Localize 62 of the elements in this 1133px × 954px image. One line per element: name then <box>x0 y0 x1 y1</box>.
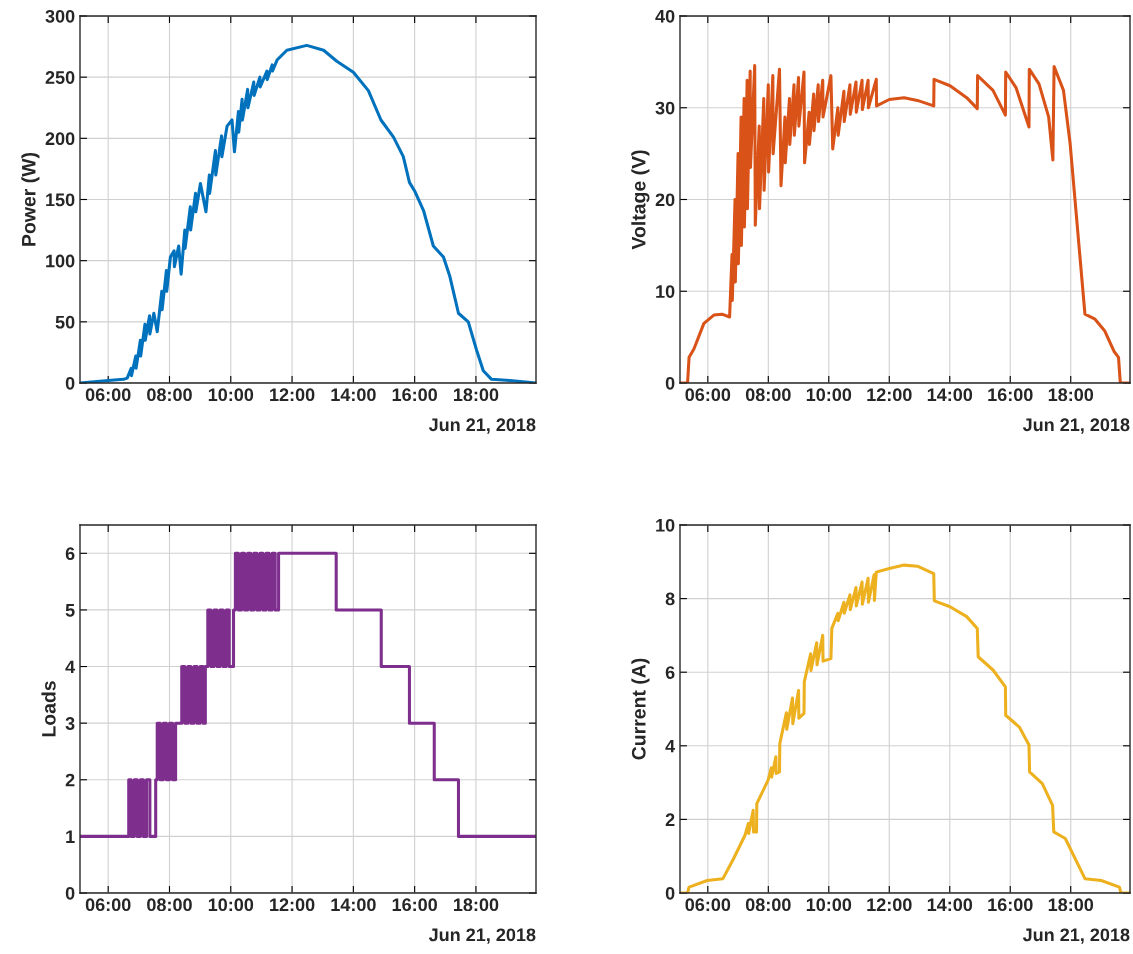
y-tick-label: 10 <box>656 518 675 532</box>
y-tick-label: 40 <box>655 9 675 23</box>
text: Jun 21, 2018 <box>428 928 536 944</box>
y-axis-title: Loads <box>41 681 56 737</box>
y-tick-label: 20 <box>655 193 675 207</box>
x-tick-label: 16:00 <box>988 898 1033 912</box>
text: Jun 21, 2018 <box>428 418 536 434</box>
x-tick-label: 18:00 <box>453 898 499 912</box>
y-axis-title: Power (W) <box>21 152 40 246</box>
x-tick-label: 10:00 <box>806 898 852 912</box>
x-tick-label: 12:00 <box>270 898 315 912</box>
text: Jun 21, 2018 <box>1022 418 1130 434</box>
y-tick-label: 200 <box>45 132 75 146</box>
x-tick-label: 16:00 <box>392 388 437 402</box>
x-tick-label: 06:00 <box>685 388 731 402</box>
x-tick-label: 08:00 <box>745 388 791 402</box>
x-tick-label: 18:00 <box>453 388 499 402</box>
x-tick-label: 10:00 <box>806 388 852 402</box>
y-tick-label: 3 <box>65 717 75 730</box>
x-tick-label: 06:00 <box>85 898 131 912</box>
y-tick-label: 50 <box>55 315 75 329</box>
x-tick-label: 06:00 <box>685 898 731 912</box>
x-tick-label: 10:00 <box>208 898 254 912</box>
x-tick-label: 16:00 <box>392 898 437 912</box>
y-tick-label: 8 <box>665 592 675 606</box>
x-tick-label: 10:00 <box>208 388 254 402</box>
y-tick-label: 250 <box>45 71 75 84</box>
y-axis-title: Current (A) <box>631 658 650 760</box>
text: Jun 21, 2018 <box>1022 928 1130 944</box>
x-tick-label: 14:00 <box>927 388 973 402</box>
x-tick-label: 12:00 <box>270 388 315 402</box>
x-tick-label: 06:00 <box>85 388 131 402</box>
x-tick-label: 08:00 <box>147 388 192 402</box>
x-tick-label: 14:00 <box>927 898 973 912</box>
y-tick-label: 100 <box>46 254 75 268</box>
y-tick-label: 0 <box>665 376 675 390</box>
x-tick-label: 12:00 <box>867 898 912 912</box>
x-tick-label: 14:00 <box>331 388 376 402</box>
line-series <box>80 551 536 838</box>
x-tick-label: 18:00 <box>1048 388 1094 402</box>
y-tick-label: 5 <box>65 604 75 617</box>
x-tick-label: 08:00 <box>147 898 192 912</box>
y-tick-label: 30 <box>655 101 675 115</box>
y-tick-label: 300 <box>45 9 75 23</box>
x-tick-label: 12:00 <box>867 388 912 402</box>
y-tick-label: 150 <box>46 193 75 207</box>
x-tick-label: 08:00 <box>745 898 791 912</box>
x-tick-label: 16:00 <box>988 388 1033 402</box>
y-tick-label: 0 <box>65 886 75 900</box>
y-tick-label: 4 <box>665 739 676 753</box>
y-axis-title: Voltage (V) <box>631 150 650 250</box>
y-tick-label: 1 <box>66 830 75 843</box>
y-tick-label: 6 <box>65 547 75 561</box>
y-tick-label: 0 <box>665 886 675 900</box>
x-tick-label: 14:00 <box>331 898 376 912</box>
y-tick-label: 2 <box>65 773 75 787</box>
y-tick-label: 2 <box>665 813 675 826</box>
x-tick-label: 18:00 <box>1048 898 1094 912</box>
y-tick-label: 10 <box>656 285 675 298</box>
y-tick-label: 4 <box>65 660 76 674</box>
y-tick-label: 6 <box>665 666 675 679</box>
y-tick-label: 0 <box>65 376 75 390</box>
